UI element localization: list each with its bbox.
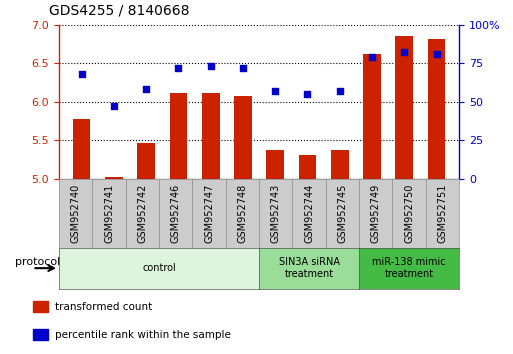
Text: GDS4255 / 8140668: GDS4255 / 8140668 [49,4,189,18]
Point [271,88,279,94]
Text: GSM952746: GSM952746 [171,184,181,243]
Text: transformed count: transformed count [55,302,152,312]
Bar [299,155,317,179]
Text: percentile rank within the sample: percentile rank within the sample [55,330,231,340]
Bar [331,149,349,179]
Text: miR-138 mimic
treatment: miR-138 mimic treatment [372,257,446,279]
Bar [428,39,445,179]
Point [303,91,311,97]
Text: protocol: protocol [15,257,60,267]
Bar [33,329,48,341]
Bar [363,54,381,179]
Point [368,54,376,60]
Point [239,65,247,71]
Text: SIN3A siRNA
treatment: SIN3A siRNA treatment [279,257,340,279]
Bar [396,36,413,179]
Text: GSM952748: GSM952748 [238,184,247,243]
Point [142,87,150,92]
Text: GSM952743: GSM952743 [271,184,281,243]
Text: GSM952747: GSM952747 [204,184,214,243]
Bar [33,301,48,313]
Bar [266,149,284,179]
Text: GSM952749: GSM952749 [371,184,381,243]
Bar [137,143,155,179]
Text: GSM952744: GSM952744 [304,184,314,243]
Bar [202,92,220,179]
Bar [169,92,187,179]
Point [110,104,118,109]
Bar [105,177,123,179]
Text: GSM952742: GSM952742 [137,184,147,243]
Point [400,50,408,55]
Text: GSM952750: GSM952750 [404,184,414,243]
Point [432,51,441,57]
Text: GSM952751: GSM952751 [438,184,447,243]
Point [336,88,344,94]
Text: GSM952740: GSM952740 [71,184,81,243]
Point [174,65,183,71]
Text: GSM952741: GSM952741 [104,184,114,243]
Point [207,63,215,69]
Bar [73,119,90,179]
Text: GSM952745: GSM952745 [338,184,347,243]
Point [77,71,86,77]
Bar [234,96,252,179]
Text: control: control [142,263,176,273]
